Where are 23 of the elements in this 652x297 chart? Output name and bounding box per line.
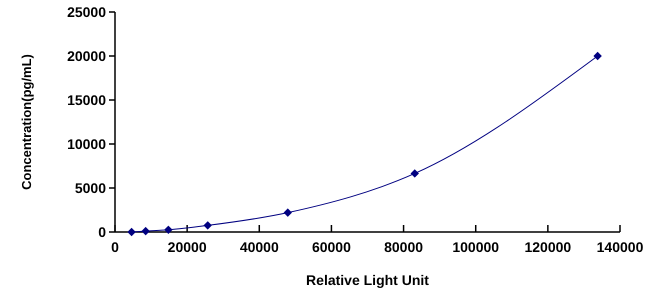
x-tick-label: 20000 xyxy=(168,239,207,255)
x-tick-label: 100000 xyxy=(452,239,500,255)
y-tick-label: 5000 xyxy=(74,180,106,196)
x-tick-label: 120000 xyxy=(524,239,572,255)
y-axis-title: Concentration(pg/mL) xyxy=(19,54,34,190)
x-tick-label: 60000 xyxy=(312,239,352,255)
y-tick-label: 25000 xyxy=(67,4,106,20)
x-tick-label: 140000 xyxy=(596,239,644,255)
x-tick-label: 40000 xyxy=(240,239,279,255)
point xyxy=(204,221,212,230)
y-tick-label: 0 xyxy=(98,224,106,240)
x-tick-label: 0 xyxy=(111,239,120,255)
point xyxy=(410,169,419,178)
point xyxy=(128,228,136,236)
point xyxy=(142,227,150,236)
point xyxy=(284,208,292,217)
x-axis-title: Relative Light Unit xyxy=(306,272,430,288)
x-tick-label: 80000 xyxy=(384,239,424,255)
y-tick-label: 20000 xyxy=(67,48,106,64)
y-tick-label: 15000 xyxy=(67,92,106,108)
point xyxy=(594,52,602,60)
y-tick-label: 10000 xyxy=(67,136,106,152)
point xyxy=(164,226,172,234)
